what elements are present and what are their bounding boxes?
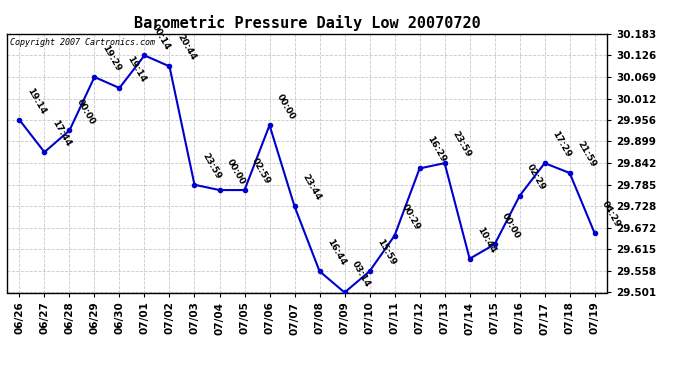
Text: 21:59: 21:59 [575, 140, 598, 169]
Text: 00:00: 00:00 [275, 92, 297, 121]
Text: 03:14: 03:14 [350, 259, 372, 288]
Text: 10:44: 10:44 [475, 225, 497, 255]
Text: 04:29: 04:29 [600, 200, 622, 229]
Text: 02:59: 02:59 [250, 157, 272, 186]
Text: 23:44: 23:44 [300, 173, 322, 202]
Text: 19:14: 19:14 [125, 54, 147, 84]
Text: 17:44: 17:44 [50, 118, 72, 148]
Title: Barometric Pressure Daily Low 20070720: Barometric Pressure Daily Low 20070720 [134, 15, 480, 31]
Text: 00:00: 00:00 [500, 211, 522, 240]
Text: 16:29: 16:29 [425, 135, 447, 164]
Text: 20:44: 20:44 [175, 33, 197, 62]
Text: 15:59: 15:59 [375, 238, 397, 267]
Text: 02:29: 02:29 [525, 162, 547, 192]
Text: 00:00: 00:00 [75, 98, 97, 126]
Text: 00:14: 00:14 [150, 22, 172, 51]
Text: 19:29: 19:29 [100, 44, 122, 73]
Text: 19:14: 19:14 [25, 86, 47, 116]
Text: 23:59: 23:59 [450, 129, 473, 159]
Text: 16:44: 16:44 [325, 238, 347, 267]
Text: Copyright 2007 Cartronics.com: Copyright 2007 Cartronics.com [10, 38, 155, 46]
Text: 00:00: 00:00 [225, 157, 247, 186]
Text: 00:29: 00:29 [400, 202, 422, 231]
Text: 23:59: 23:59 [200, 151, 222, 181]
Text: 17:29: 17:29 [550, 129, 573, 159]
